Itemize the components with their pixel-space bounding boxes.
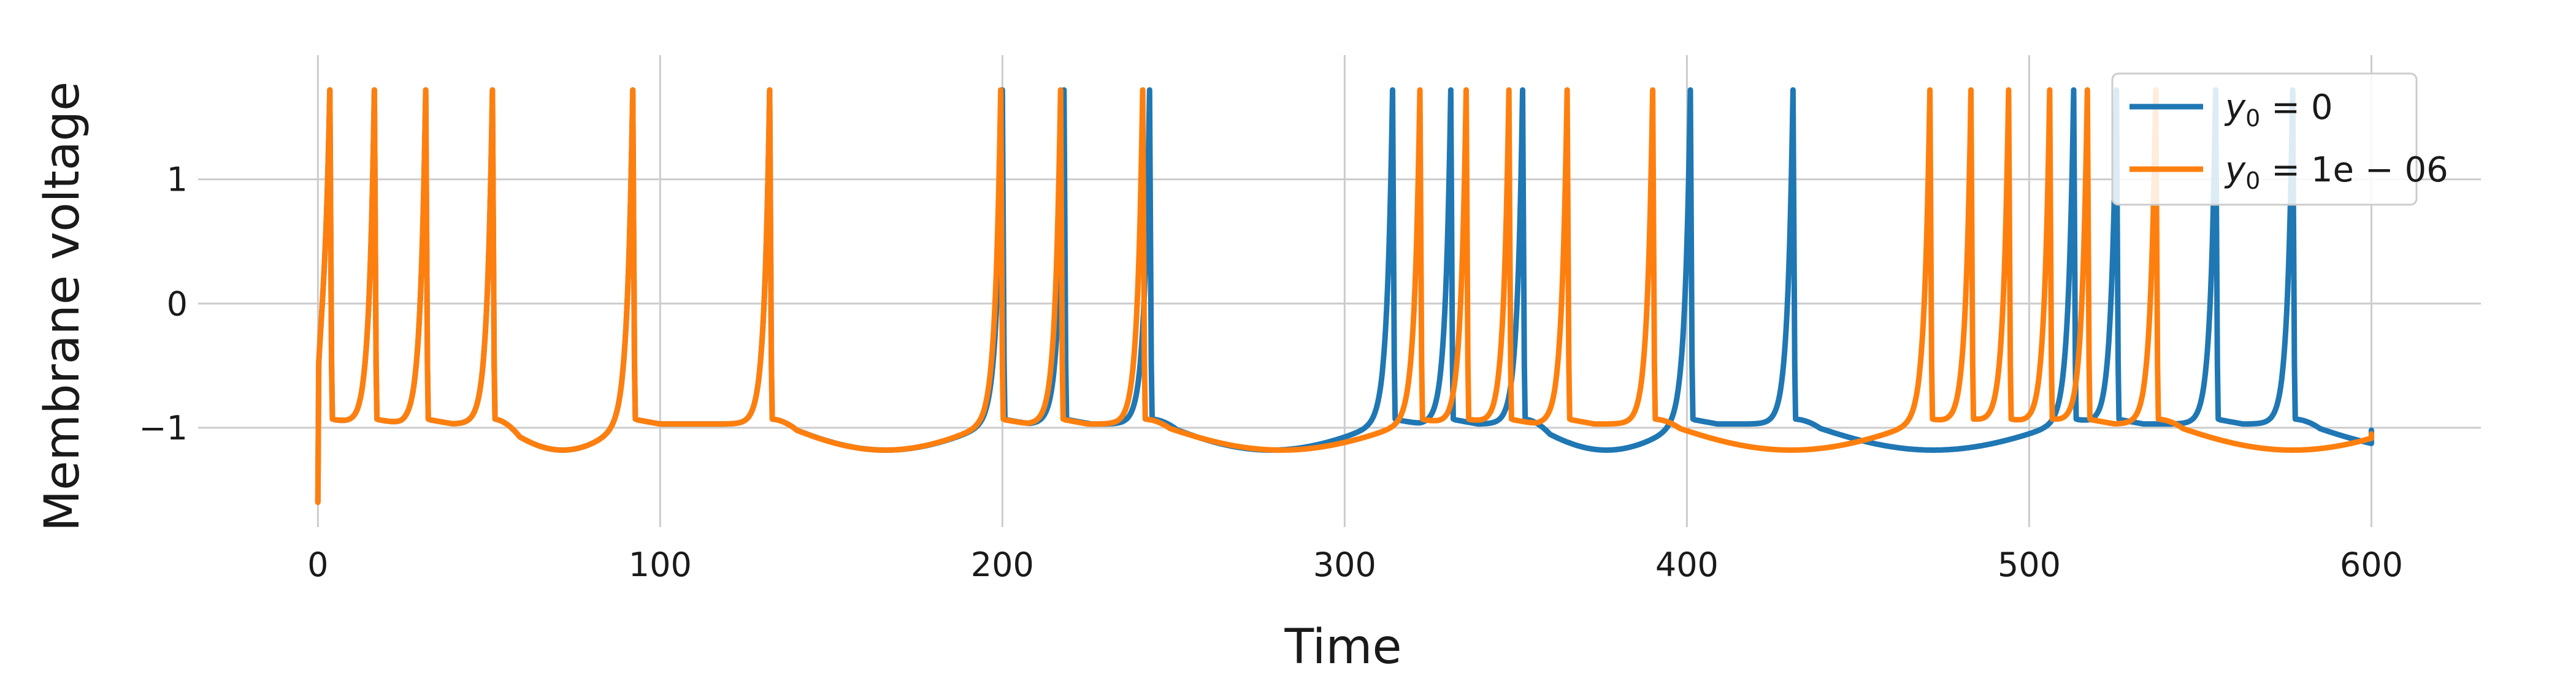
legend-label-y0-1e-06: y0 = 1e − 06 — [2224, 150, 2448, 194]
y-tick-label: −1 — [139, 409, 188, 447]
x-tick-label: 600 — [2340, 545, 2403, 584]
x-axis-label: Time — [1284, 620, 1402, 675]
y-tick-label: 1 — [167, 161, 188, 199]
x-tick-label: 500 — [1998, 545, 2061, 584]
y-tick-labels: −1 0 1 — [139, 161, 188, 447]
series-line-y0-1e-06 — [315, 87, 2374, 505]
x-tick-labels: 0 100 200 300 400 500 600 — [307, 545, 2403, 584]
x-tick-label: 400 — [1655, 545, 1719, 584]
y-axis-label: Membrane voltage — [35, 82, 90, 531]
x-tick-label: 200 — [971, 545, 1034, 584]
legend-label-y0-0: y0 = 0 — [2224, 88, 2333, 132]
x-tick-label: 0 — [307, 545, 328, 584]
x-tick-label: 100 — [629, 545, 692, 584]
x-tick-label: 300 — [1313, 545, 1376, 584]
legend: y0 = 0 y0 = 1e − 06 — [2111, 72, 2448, 206]
y-tick-label: 0 — [167, 284, 188, 323]
